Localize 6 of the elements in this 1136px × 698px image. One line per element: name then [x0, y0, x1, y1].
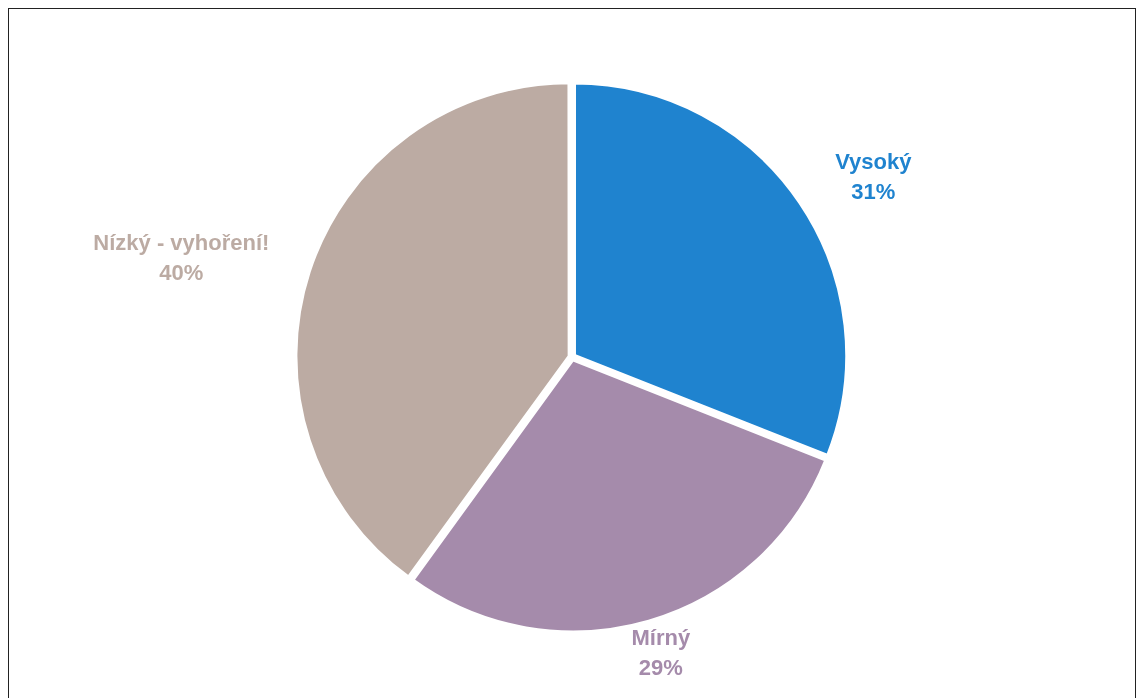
- data-label: 29%: [638, 655, 683, 681]
- slice-label: Vysoký: [835, 149, 913, 175]
- data-label: 31%: [851, 179, 896, 205]
- slice-label: Nízký - vyhoření!: [93, 229, 270, 255]
- slice-label: Mírný: [631, 625, 691, 651]
- data-label: 40%: [159, 259, 204, 285]
